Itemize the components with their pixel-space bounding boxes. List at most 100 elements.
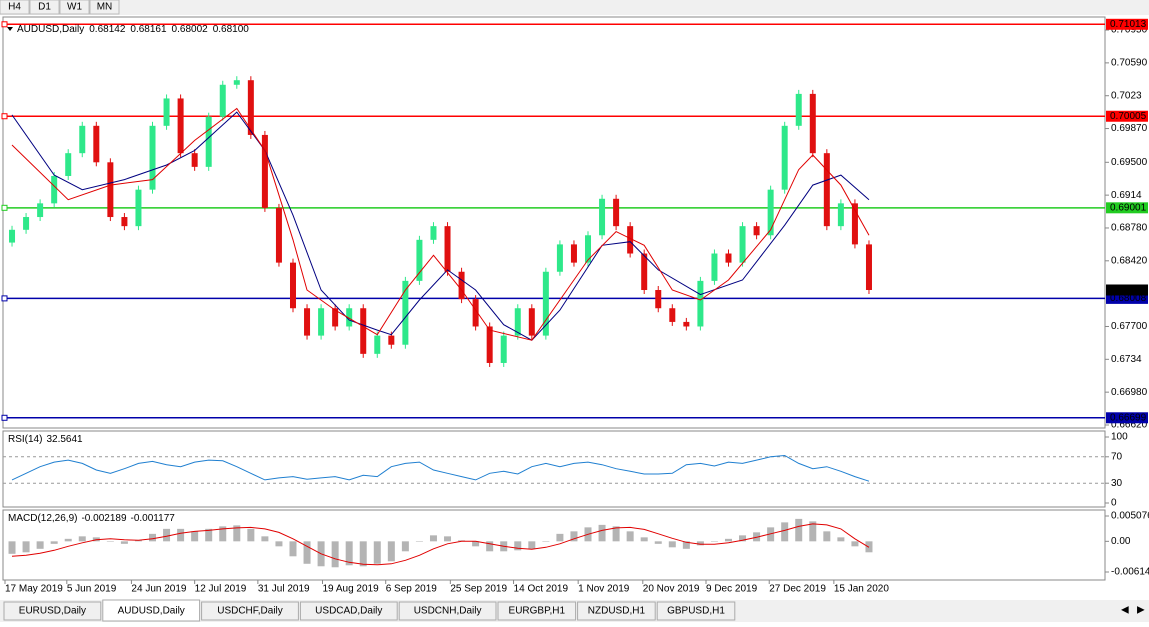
symbol-tab-label[interactable]: EURGBP,H1 [509,606,566,617]
candle-body [711,253,718,281]
macd-bar [598,524,606,542]
macd-bar [78,536,86,542]
timeframe-label[interactable]: W1 [67,2,82,13]
y-tick-label: 0.6914 [1111,190,1142,201]
macd-header: MACD(12,26,9) -0.002189 -0.001177 [8,513,175,524]
macd-bar [177,528,185,542]
current-price-label: 0.68100 [1110,285,1147,296]
symbol-tab-label[interactable]: NZDUSD,H1 [588,606,646,617]
candle-body [725,253,732,263]
macd-bar [809,521,817,542]
timeframe-button[interactable] [89,0,120,15]
level-marker [1,295,8,302]
symbol-tab[interactable] [299,601,398,621]
symbol-tab-label[interactable]: EURUSD,Daily [19,606,86,617]
current-price-box [1106,284,1148,296]
symbol-tab[interactable] [102,599,201,622]
symbol-tab[interactable] [497,601,577,621]
timeframe-label[interactable]: H4 [8,2,21,13]
candle-body [135,189,142,227]
macd-bar [289,541,297,557]
header-field: 32.5641 [46,434,83,445]
candle-body [65,153,72,176]
macd-bar [191,531,199,542]
scroll-right[interactable]: ▶ [1137,605,1145,616]
symbol-tab-label[interactable]: AUDUSD,Daily [118,606,185,617]
level-label-box [1106,412,1148,424]
symbol-tab-label[interactable]: USDCNH,Daily [414,606,482,617]
candle-body [599,198,606,236]
candle-body [641,253,648,290]
header-field: -0.001177 [131,513,176,524]
macd-bar [612,526,620,542]
y-tick-label: -0.006148 [1111,567,1149,578]
y-tick-label: 0.70950 [1111,25,1148,36]
macd-bar [626,531,634,542]
timeframe-button[interactable] [29,0,60,15]
candle-body [37,203,44,218]
symbol-tab[interactable] [656,601,736,621]
candle-body [374,335,381,354]
macd-bar [219,526,227,542]
candle-body [458,271,465,300]
y-tick-label: 0.6734 [1111,354,1142,365]
symbol-tab[interactable] [3,601,102,621]
candle-body [500,335,507,363]
macd-bar [542,541,550,542]
timeframe-button[interactable] [0,0,30,15]
main-panel [2,16,1106,429]
timeframe-label[interactable]: D1 [38,2,51,13]
scroll-left[interactable]: ◀ [1121,605,1129,616]
y-tick-label: 100 [1111,432,1128,443]
macd-bar [401,541,409,552]
chart-header: AUDUSD,Daily 0.68142 0.68161 0.68002 0.68100 [17,24,249,35]
timeframe-button[interactable] [59,0,90,15]
header-field: RSI(14) [8,434,42,445]
symbol-tab-label[interactable]: USDCAD,Daily [315,606,382,617]
level-label-box [1106,202,1148,214]
candle-body [683,321,690,327]
candle-body [430,226,437,240]
candle-body [304,308,311,336]
symbol-tab[interactable] [398,601,497,621]
macd-bar [261,536,269,542]
macd-bar [486,541,494,552]
rsi-panel [2,430,1106,508]
x-tick-label: 5 Jun 2019 [67,584,117,595]
level-label-box [1106,292,1148,304]
level-label: 0.71013 [1110,19,1147,30]
symbol-tab-label[interactable]: USDCHF,Daily [217,606,283,617]
candle-body [837,203,844,227]
macd-bar [472,541,480,547]
candle-body [275,207,282,263]
x-tick-label: 20 Nov 2019 [643,584,700,595]
dropdown-arrow[interactable] [7,27,13,31]
symbol-tab[interactable] [577,601,656,621]
candle-body [402,280,409,345]
header-field: AUDUSD,Daily [17,24,84,35]
symbol-tab-label[interactable]: GBPUSD,H1 [667,606,725,617]
y-tick-label: 0.70590 [1111,58,1148,69]
candle-body [697,280,704,327]
y-tick-label: 0.7023 [1111,90,1142,101]
y-tick-label: 0.67700 [1111,321,1148,332]
candle-body [205,116,212,167]
timeframe-label[interactable]: MN [97,2,113,13]
candle-body [233,80,240,85]
x-tick-label: 24 Jun 2019 [131,584,186,595]
symbol-tab[interactable] [201,601,299,621]
candle-body [739,226,746,263]
candle-body [332,308,339,327]
macd-bar [373,541,381,564]
level-label: 0.66699 [1110,412,1147,423]
candle-body [9,229,16,243]
y-tick-label: 0.69500 [1111,157,1148,168]
macd-bar [359,541,367,567]
macd-bar [724,538,732,542]
candle-body [486,326,493,363]
candle-body [318,308,325,336]
macd-bar [149,533,157,542]
ma-fast [11,107,870,341]
macd-bar [134,540,142,542]
